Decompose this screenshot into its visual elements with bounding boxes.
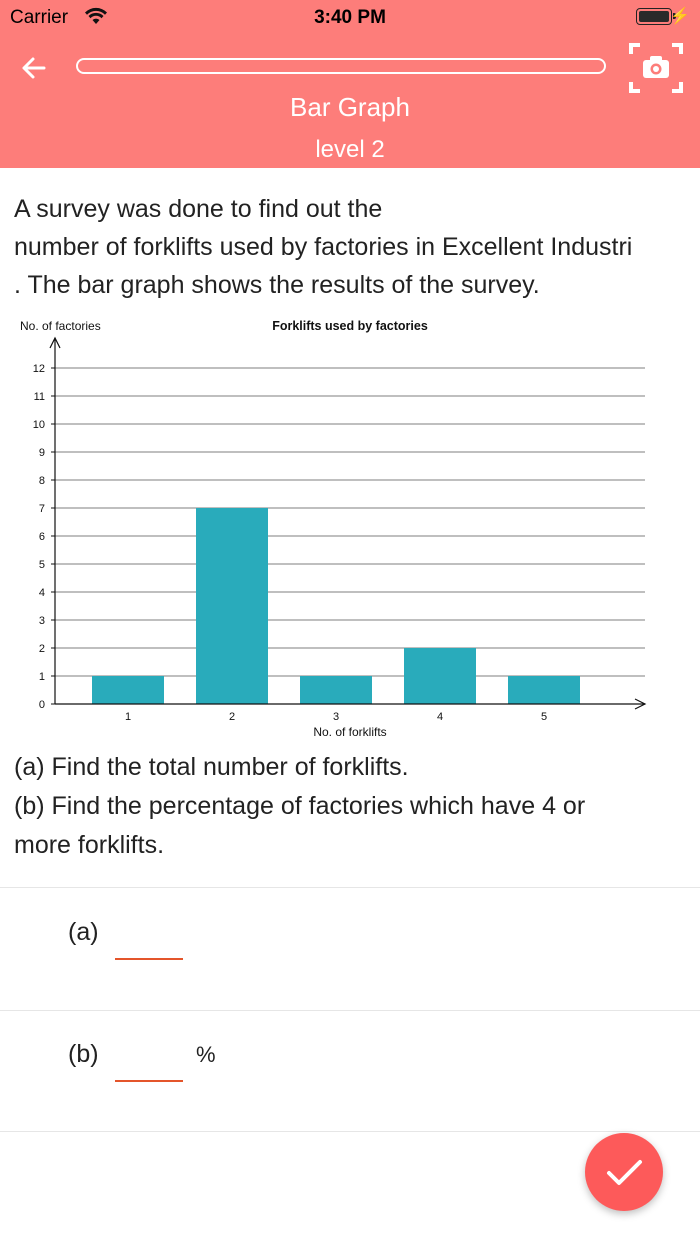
chart-xtick-label: 5 xyxy=(541,711,547,723)
progress-bar xyxy=(76,58,606,74)
chart-bar xyxy=(508,676,580,704)
chart-bar xyxy=(92,676,164,704)
chart-x-arrow xyxy=(634,698,647,710)
chart-bar xyxy=(196,508,268,704)
status-bar: Carrier 3:40 PM ⚡ xyxy=(0,0,700,36)
chart-bar xyxy=(300,676,372,704)
question-line: number of forklifts used by factories in… xyxy=(14,233,633,261)
checkmark-icon xyxy=(607,1160,642,1185)
chart-xtick-label: 3 xyxy=(333,711,339,723)
chart-ylabel: No. of factories xyxy=(20,319,101,333)
arrow-left-icon[interactable] xyxy=(16,50,52,86)
header: Carrier 3:40 PM ⚡ Bar Graph level 2 xyxy=(0,0,700,168)
chart-xtick-label: 2 xyxy=(229,711,235,723)
question-line: A survey was done to find out the xyxy=(14,195,383,223)
answer-b-label: (b) xyxy=(68,1040,99,1068)
page-title: Bar Graph xyxy=(290,92,410,122)
chart-bar xyxy=(404,648,476,704)
question-text: A survey was done to find out the number… xyxy=(14,190,694,304)
wifi-icon xyxy=(85,7,107,24)
divider xyxy=(0,887,700,888)
sub-question-a: (a) Find the total number of forklifts. xyxy=(14,753,409,781)
charging-icon: ⚡ xyxy=(670,8,690,25)
level-label: level 2 xyxy=(315,136,385,163)
chart-xtick-label: 1 xyxy=(125,711,131,723)
answer-a-input[interactable] xyxy=(115,928,183,960)
sub-question-b-cont: more forklifts. xyxy=(14,831,165,859)
answer-a-label: (a) xyxy=(68,918,99,946)
sub-question-b: (b) Find the percentage of factories whi… xyxy=(14,792,586,820)
chart-ytick-label: 2 xyxy=(39,643,45,655)
chart-ytick-label: 8 xyxy=(39,475,45,487)
percent-unit: % xyxy=(196,1042,216,1067)
chart-ytick-label: 12 xyxy=(33,363,45,375)
camera-scan-icon[interactable] xyxy=(628,42,684,94)
chart-y-arrow xyxy=(49,336,61,349)
chart-ytick-label: 10 xyxy=(33,419,45,431)
chart-xlabel: No. of forklifts xyxy=(313,725,386,739)
answer-b-input[interactable] xyxy=(115,1050,183,1082)
divider xyxy=(0,1131,700,1132)
chart-ytick-label: 7 xyxy=(39,503,45,515)
question-line: . The bar graph shows the results of the… xyxy=(14,271,540,299)
submit-button[interactable] xyxy=(585,1133,663,1211)
chart-ytick-label: 11 xyxy=(34,391,45,403)
battery-icon xyxy=(636,8,676,25)
chart-title: Forklifts used by factories xyxy=(272,319,428,333)
clock: 3:40 PM xyxy=(314,7,386,28)
sub-questions: (a) Find the total number of forklifts. … xyxy=(14,748,694,865)
chart-ytick-label: 5 xyxy=(39,559,45,571)
bar-chart: No. of factories Forklifts used by facto… xyxy=(20,319,647,739)
chart-ytick-label: 9 xyxy=(39,447,45,459)
chart-xtick-label: 4 xyxy=(437,711,443,723)
chart-ytick-label: 3 xyxy=(39,615,45,627)
divider xyxy=(0,1010,700,1011)
chart-ytick-label: 1 xyxy=(39,671,45,683)
carrier-label: Carrier xyxy=(10,7,69,28)
chart-ytick-label: 0 xyxy=(39,699,45,711)
chart-ytick-label: 4 xyxy=(39,587,45,599)
chart-ytick-label: 6 xyxy=(39,531,45,543)
